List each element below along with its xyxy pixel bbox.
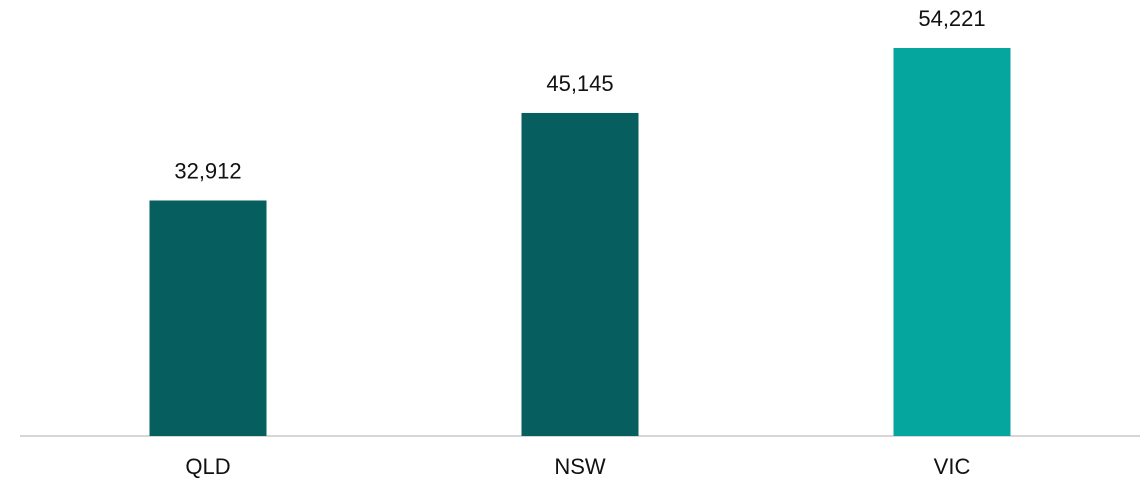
x-tick-label: QLD	[185, 454, 230, 479]
value-label: 45,145	[546, 71, 613, 96]
value-label: 54,221	[918, 6, 985, 31]
x-tick-label: VIC	[934, 454, 971, 479]
bar	[521, 112, 639, 437]
value-label: 32,912	[174, 158, 241, 183]
x-tick-label: NSW	[554, 454, 606, 479]
bar	[149, 200, 267, 436]
bar	[893, 48, 1011, 436]
